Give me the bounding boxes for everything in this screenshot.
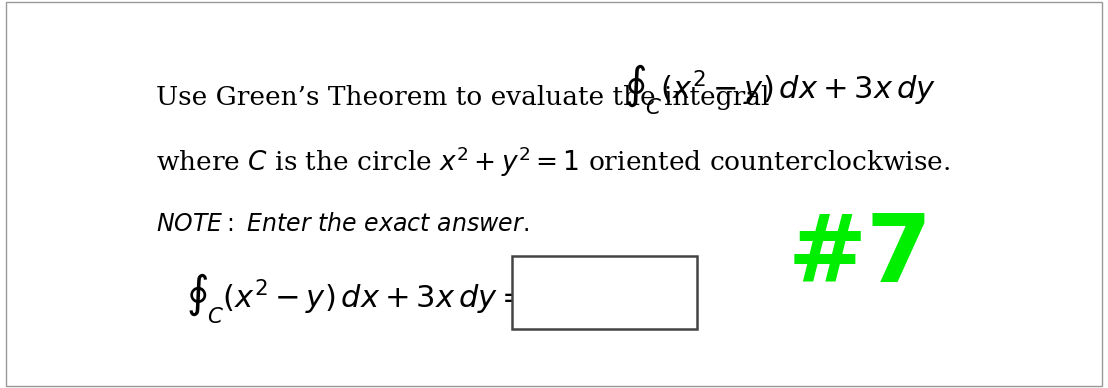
Text: Use Green’s Theorem to evaluate the integral: Use Green’s Theorem to evaluate the inte… xyxy=(155,85,769,110)
Text: $\oint_C (x^2 - y)\,dx + 3x\,dy =$: $\oint_C (x^2 - y)\,dx + 3x\,dy =$ xyxy=(186,272,525,326)
Text: #7: #7 xyxy=(788,210,932,302)
Text: $\mathit{NOTE{:}\ Enter\ the\ exact\ answer.}$: $\mathit{NOTE{:}\ Enter\ the\ exact\ ans… xyxy=(155,213,529,236)
Text: where $C$ is the circle $x^2 + y^2 = 1$ oriented counterclockwise.: where $C$ is the circle $x^2 + y^2 = 1$ … xyxy=(155,144,950,179)
FancyBboxPatch shape xyxy=(512,256,697,329)
Text: $\oint_C (x^2 - y)\,dx + 3x\,dy$: $\oint_C (x^2 - y)\,dx + 3x\,dy$ xyxy=(624,62,935,117)
